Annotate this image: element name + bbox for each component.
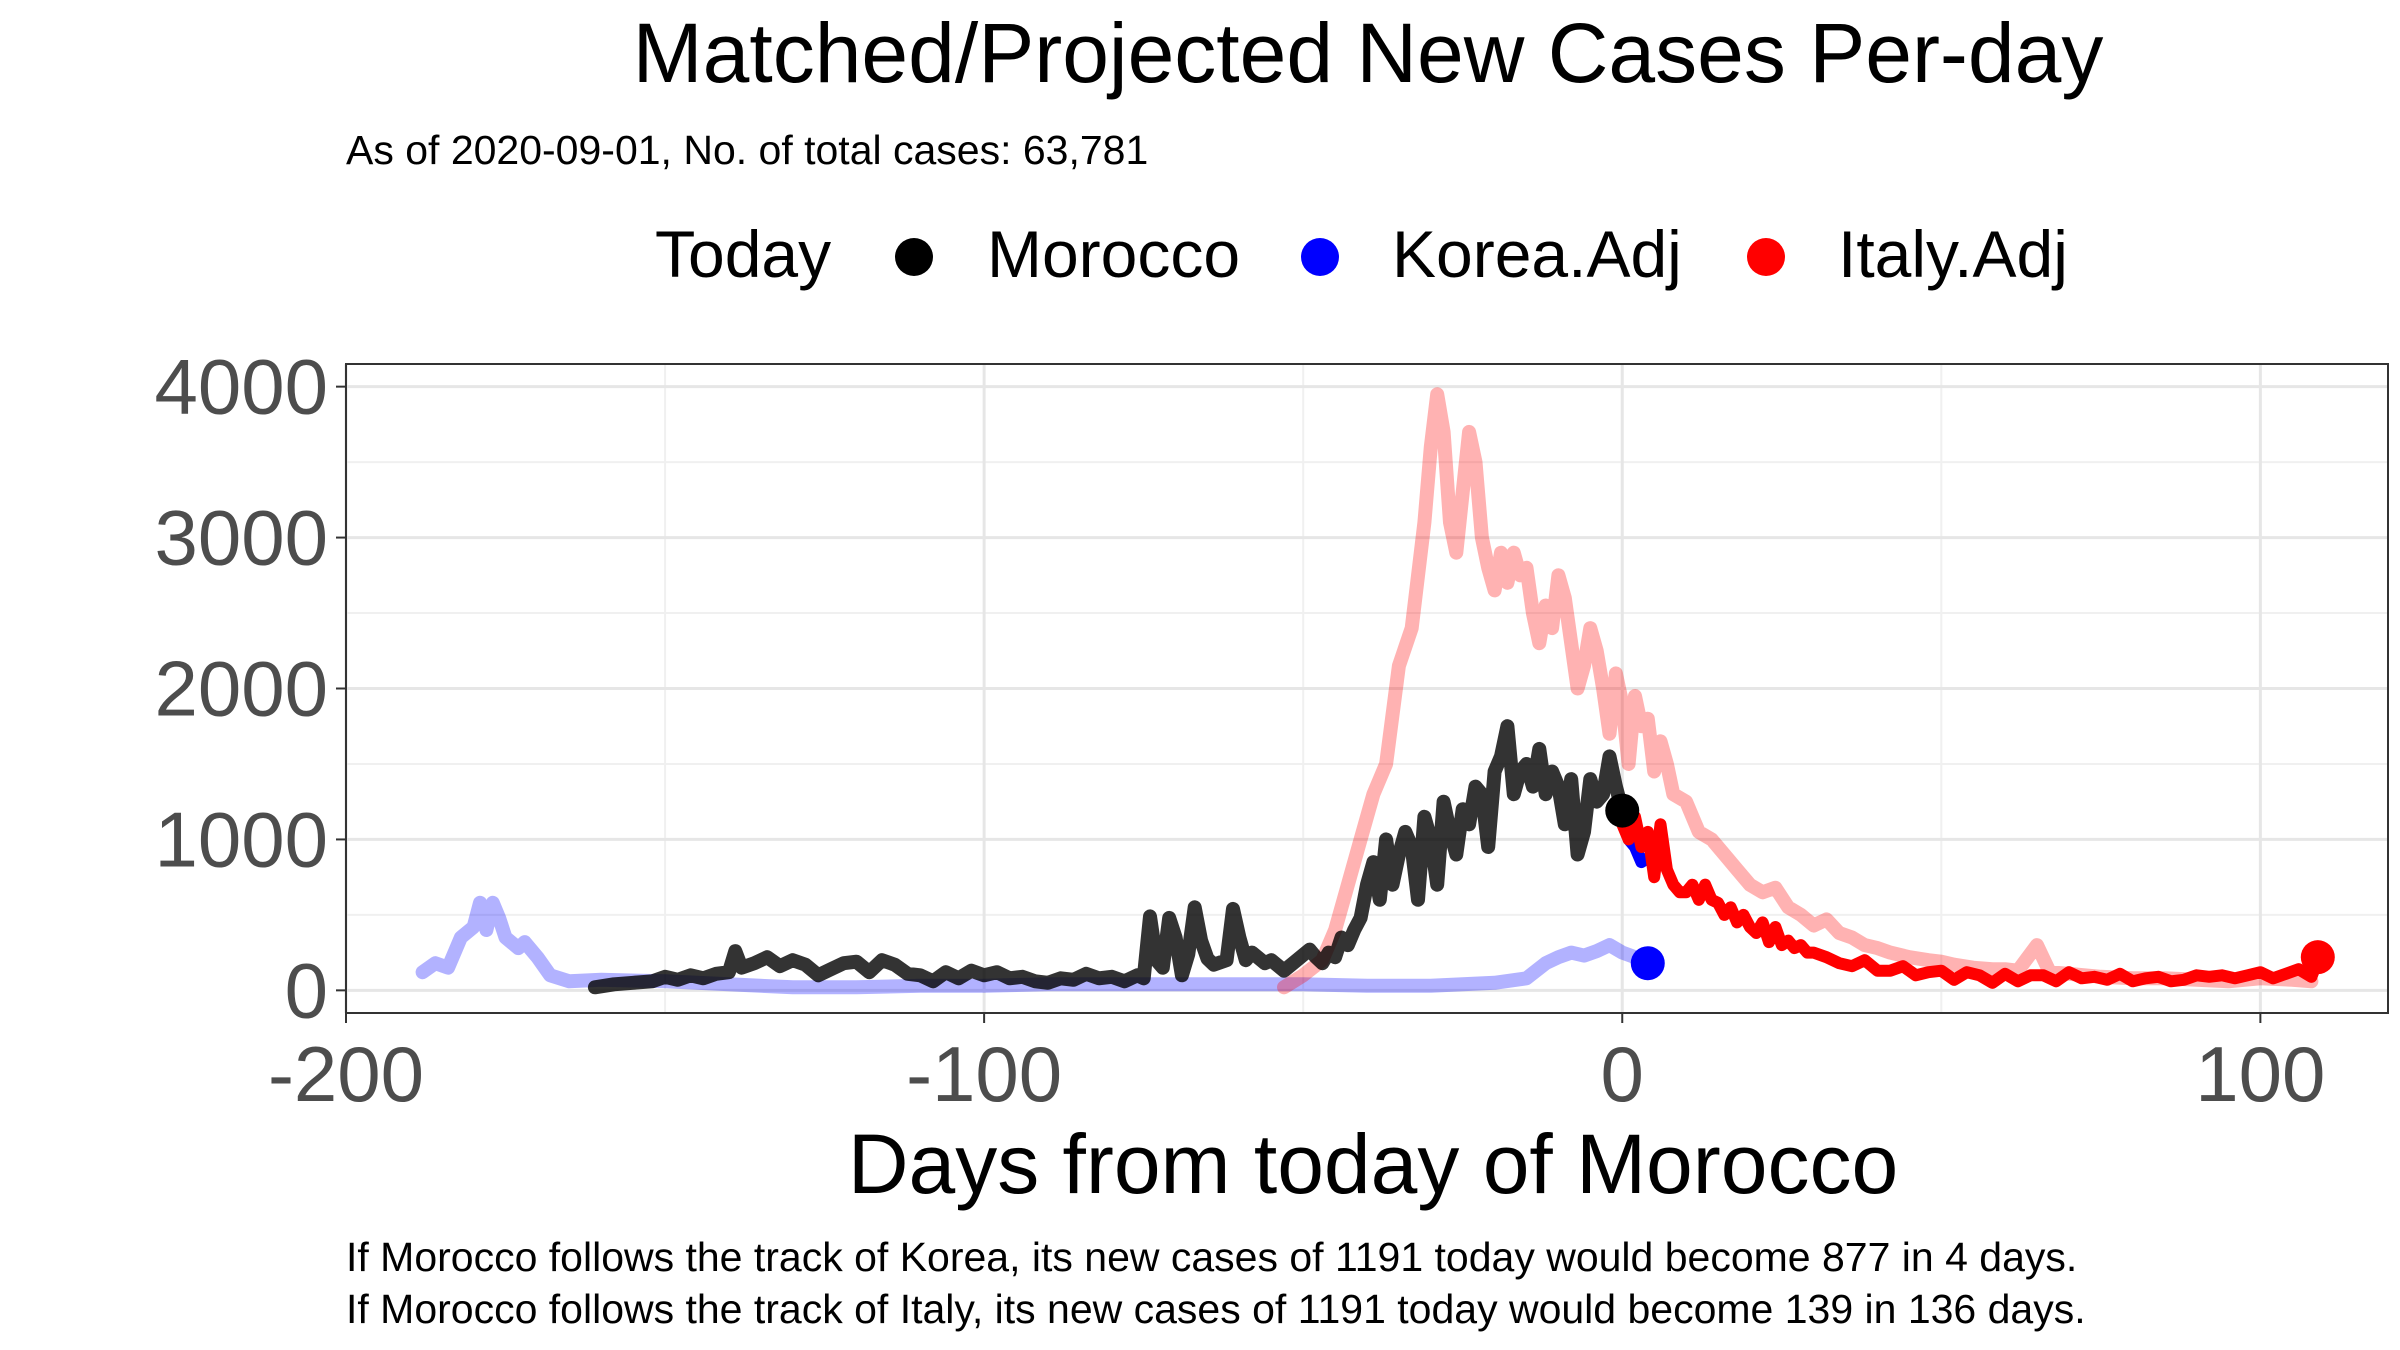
today-marker-italy-adj	[2300, 940, 2335, 975]
legend-label-morocco: Morocco	[987, 217, 1240, 291]
y-tick-label: 4000	[154, 343, 328, 431]
series-line-korea-adj-matched-light	[415, 895, 1649, 995]
plot-area	[415, 387, 2335, 995]
y-tick-label: 2000	[154, 645, 328, 733]
legend-title: Today	[655, 217, 831, 291]
annotation-italy: If Morocco follows the track of Italy, i…	[346, 1286, 2086, 1332]
legend-label-korea-adj: Korea.Adj	[1392, 217, 1682, 291]
legend-key-italy-adj	[1747, 238, 1785, 276]
y-axis-tick-labels: 0 1000 2000 3000 4000	[154, 343, 328, 1035]
x-axis-tick-labels: -200 -100 0 100	[268, 1030, 2326, 1118]
x-tick-label: -100	[906, 1030, 1062, 1118]
series-line-italy-adj-projected	[1616, 810, 2324, 989]
series-line-morocco-observed	[587, 719, 1630, 995]
y-tick-label: 0	[285, 946, 328, 1034]
grid	[344, 364, 2388, 1013]
annotation-korea: If Morocco follows the track of Korea, i…	[346, 1234, 2077, 1280]
chart-subtitle: As of 2020-09-01, No. of total cases: 63…	[346, 127, 1148, 173]
today-marker-korea-adj	[1630, 946, 1665, 981]
legend: Today Morocco Korea.Adj Italy.Adj	[655, 217, 2068, 291]
legend-key-morocco	[895, 238, 933, 276]
axis-ticks	[336, 385, 2262, 1023]
x-tick-label: -200	[268, 1030, 424, 1118]
legend-key-korea-adj	[1301, 238, 1339, 276]
chart-title: Matched/Projected New Cases Per-day	[633, 6, 2104, 100]
x-axis-label: Days from today of Morocco	[848, 1117, 1898, 1211]
y-tick-label: 1000	[154, 795, 328, 883]
today-marker-morocco	[1605, 793, 1640, 828]
x-tick-label: 0	[1601, 1030, 1644, 1118]
y-tick-label: 3000	[154, 494, 328, 582]
x-tick-label: 100	[2195, 1030, 2325, 1118]
legend-label-italy-adj: Italy.Adj	[1838, 217, 2068, 291]
